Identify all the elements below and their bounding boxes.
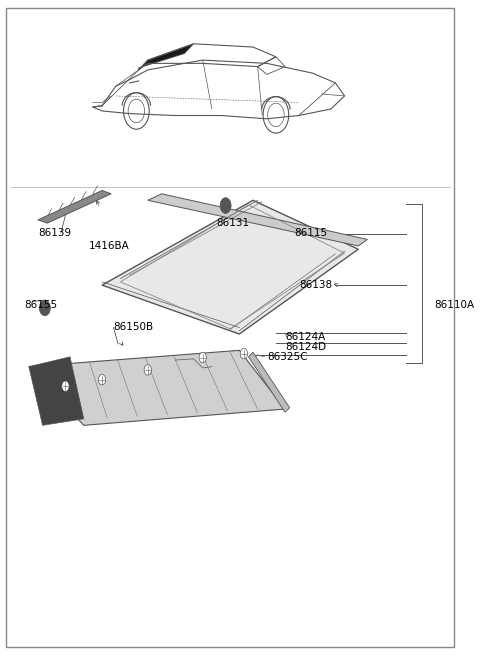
Text: 86139: 86139 xyxy=(38,228,71,238)
Polygon shape xyxy=(29,350,285,425)
Text: 86138: 86138 xyxy=(299,280,332,290)
Circle shape xyxy=(220,198,231,214)
Text: 86115: 86115 xyxy=(294,228,327,238)
Polygon shape xyxy=(148,194,367,246)
Text: 86110A: 86110A xyxy=(434,300,474,310)
Polygon shape xyxy=(102,200,358,334)
Text: 86150B: 86150B xyxy=(113,322,154,333)
Text: 86124D: 86124D xyxy=(285,342,326,352)
Text: 86131: 86131 xyxy=(216,218,250,228)
Circle shape xyxy=(39,300,50,316)
Text: 86124A: 86124A xyxy=(285,332,325,343)
Polygon shape xyxy=(29,357,84,425)
Polygon shape xyxy=(139,44,193,70)
Circle shape xyxy=(62,381,69,392)
Circle shape xyxy=(98,375,106,385)
Circle shape xyxy=(199,352,206,363)
Polygon shape xyxy=(38,191,111,223)
Text: 1416BA: 1416BA xyxy=(88,241,129,251)
Circle shape xyxy=(144,365,152,375)
Circle shape xyxy=(240,348,248,359)
Text: 86155: 86155 xyxy=(24,300,58,310)
Text: 86325C: 86325C xyxy=(267,352,307,362)
Polygon shape xyxy=(249,352,289,412)
